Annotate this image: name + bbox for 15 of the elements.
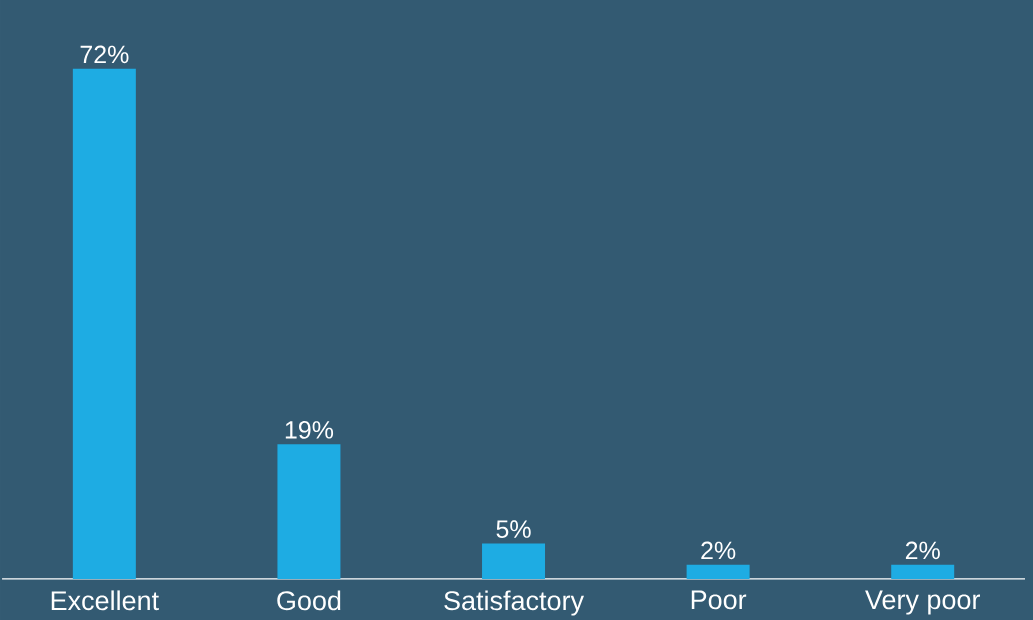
bar — [277, 444, 341, 579]
x-tick-label: Poor — [691, 590, 747, 610]
x-tick-label: Good — [277, 590, 341, 611]
data-label: 72% — [80, 45, 129, 64]
bar — [686, 564, 750, 579]
x-tick-label: Satisfactory — [444, 590, 584, 616]
bar — [891, 564, 955, 579]
data-label: 5% — [496, 520, 531, 538]
bar — [72, 68, 136, 579]
data-label: 19% — [285, 421, 334, 439]
data-label: 2% — [905, 541, 940, 560]
x-tick-label: Excellent — [51, 590, 159, 611]
data-label: 2% — [701, 541, 736, 560]
x-tick-label: Very poor — [865, 590, 981, 615]
bar — [482, 543, 546, 579]
